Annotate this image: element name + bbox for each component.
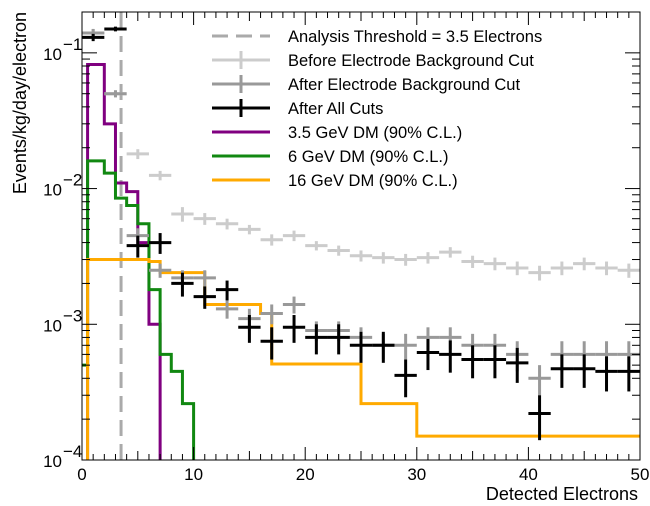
- x-tick-label: 40: [519, 465, 538, 484]
- series-2-point-11: [327, 324, 350, 355]
- series-0-point-6: [215, 218, 239, 230]
- svg-text:6 GeV DM (90% C.L.): 6 GeV DM (90% C.L.): [288, 148, 448, 166]
- series-0-point-24: [617, 263, 640, 278]
- series-1-point-3: [148, 263, 172, 278]
- series-2-point-19: [506, 347, 529, 383]
- series-0-point-14: [394, 253, 417, 266]
- series-2-point-15: [416, 338, 440, 371]
- series-2-point-2: [126, 235, 149, 258]
- series-0-point-4: [171, 207, 194, 222]
- svg-text:After Electrode Background Cut: After Electrode Background Cut: [288, 76, 520, 94]
- y-tick-label: 10−2: [43, 171, 82, 200]
- x-tick-label: 0: [77, 465, 86, 484]
- legend-entry-series-1: After Electrode Background Cut: [212, 75, 520, 94]
- series-0-point-9: [282, 230, 306, 242]
- series-2-point-22: [573, 354, 596, 388]
- legend-entry-series-0: Before Electrode Background Cut: [212, 51, 534, 70]
- series-2-point-1: [104, 26, 127, 32]
- svg-text:Before Electrode Background Cu: Before Electrode Background Cut: [288, 52, 534, 70]
- series-2-point-6: [215, 280, 239, 301]
- series-2-point-12: [349, 331, 373, 363]
- y-tick-label: 10−1: [43, 35, 82, 64]
- y-axis-label: Events/kg/day/electron: [10, 12, 30, 194]
- svg-text:−4: −4: [63, 442, 82, 461]
- series-2-point-17: [461, 345, 484, 379]
- svg-text:10: 10: [43, 316, 62, 335]
- y-tick-label: 10−3: [43, 306, 82, 335]
- series-1-point-6: [215, 300, 239, 319]
- series-0-point-17: [461, 255, 484, 268]
- series-2-point-7: [238, 315, 261, 343]
- series-0-point-8: [260, 234, 283, 246]
- series-2-point-13: [372, 331, 395, 363]
- x-tick-label: 10: [184, 465, 203, 484]
- svg-text:Analysis Threshold = 3.5 Elect: Analysis Threshold = 3.5 Electrons: [288, 28, 542, 46]
- legend-entry-series-2: After All Cuts: [212, 99, 383, 118]
- series-2-point-5: [193, 286, 216, 309]
- series-0-point-11: [327, 245, 350, 256]
- series-0-point-22: [573, 257, 596, 271]
- series-0-point-18: [483, 257, 507, 271]
- svg-text:16 GeV DM (90% C.L.): 16 GeV DM (90% C.L.): [288, 172, 458, 190]
- series-0-point-7: [238, 224, 261, 235]
- series-1-point-1: [104, 90, 127, 98]
- series-0-point-19: [506, 261, 529, 276]
- legend-entry-series-4: 6 GeV DM (90% C.L.): [212, 148, 448, 166]
- series-2-point-24: [617, 356, 640, 392]
- series-0-point-3: [148, 170, 172, 181]
- series-0-point-10: [305, 241, 328, 251]
- series-5-step-line: [86, 258, 640, 460]
- x-tick-label: 50: [631, 465, 650, 484]
- x-axis-label: Detected Electrons: [486, 484, 638, 504]
- series-0-point-12: [349, 250, 373, 262]
- svg-text:3.5 GeV DM (90% C.L.): 3.5 GeV DM (90% C.L.): [288, 124, 462, 142]
- series-2-point-23: [595, 356, 618, 392]
- series-0-point-21: [550, 261, 574, 276]
- series-0-point-15: [416, 252, 440, 264]
- svg-text:After All Cuts: After All Cuts: [288, 100, 383, 118]
- series-1-point-8: [260, 304, 283, 325]
- y-tick-label: 10−4: [43, 442, 82, 471]
- series-2-point-9: [282, 315, 306, 343]
- series-0-point-13: [372, 252, 395, 264]
- series-1-point-20: [528, 365, 551, 396]
- svg-text:10: 10: [43, 452, 62, 471]
- series-2-point-14: [394, 359, 417, 398]
- svg-text:−1: −1: [63, 35, 82, 54]
- x-tick-label: 20: [296, 465, 315, 484]
- series-0-point-23: [595, 261, 618, 276]
- series-2-point-21: [550, 354, 574, 388]
- series-1-point-14: [394, 333, 417, 360]
- series-2-point-0: [82, 33, 105, 42]
- svg-text:10: 10: [43, 181, 62, 200]
- legend-entry-threshold: Analysis Threshold = 3.5 Electrons: [212, 28, 542, 46]
- series-0-point-16: [439, 247, 462, 258]
- series-2-point-3: [148, 233, 172, 254]
- series-2-point-4: [171, 272, 194, 297]
- series-3-step-line: [86, 63, 162, 460]
- series-0-point-2: [126, 149, 149, 160]
- series-2-point-20: [528, 395, 551, 441]
- svg-text:−2: −2: [63, 171, 82, 190]
- svg-text:10: 10: [43, 45, 62, 64]
- series-4-step-line: [82, 159, 196, 460]
- series-1-point-9: [282, 296, 306, 314]
- series-2-point-10: [305, 324, 328, 355]
- legend-entry-series-5: 16 GeV DM (90% C.L.): [212, 172, 458, 190]
- series-2-point-16: [439, 340, 462, 373]
- series-2-point-8: [260, 327, 283, 360]
- series-0-point-5: [193, 213, 216, 225]
- svg-text:−3: −3: [63, 306, 82, 325]
- series-1-point-5: [193, 270, 216, 287]
- series-2-point-18: [483, 345, 507, 379]
- legend-entry-series-3: 3.5 GeV DM (90% C.L.): [212, 124, 462, 142]
- series-0-point-20: [528, 265, 551, 281]
- x-tick-label: 30: [407, 465, 426, 484]
